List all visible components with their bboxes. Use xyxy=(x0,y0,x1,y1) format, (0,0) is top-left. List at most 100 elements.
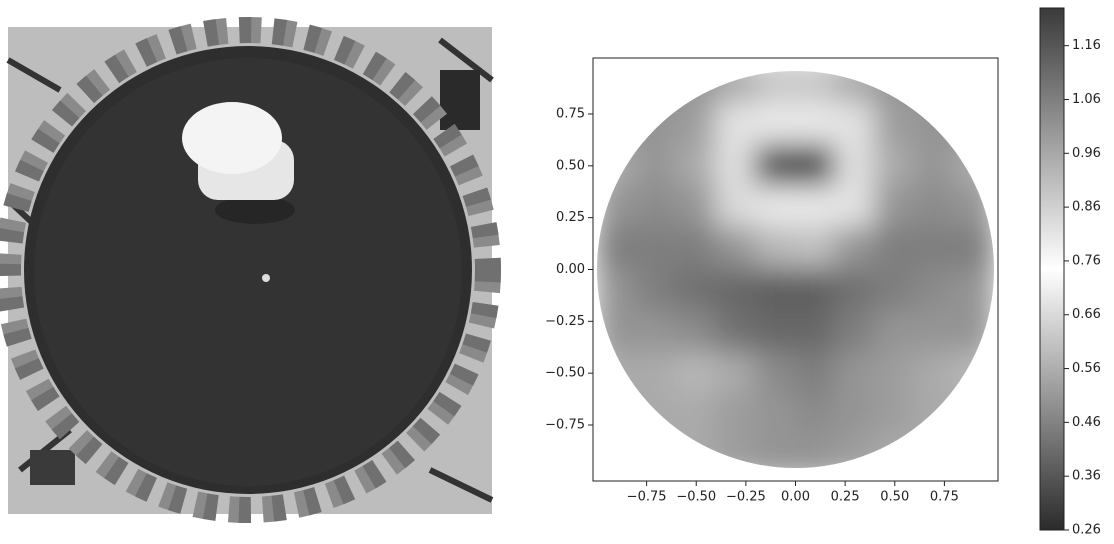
heatmap-cell xyxy=(635,227,678,271)
heatmap-cell xyxy=(754,268,797,312)
heatmap-cell xyxy=(596,351,638,395)
heatmap-cell xyxy=(635,185,678,230)
heatmap-cell xyxy=(953,268,995,312)
heatmap-cell xyxy=(754,185,797,230)
colorbar-tick-label: 0.56 xyxy=(1072,361,1101,376)
heatmap-cell xyxy=(754,351,797,395)
heatmap-cell xyxy=(794,185,837,230)
heatmap-cell xyxy=(913,144,956,188)
colorbar-tick-label: 0.86 xyxy=(1072,200,1101,215)
heatmap-cell xyxy=(675,102,718,147)
colorbar-tick-label: 0.46 xyxy=(1072,415,1101,430)
colorbar-tick-label: 1.16 xyxy=(1072,38,1101,53)
x-tick-label: 0.75 xyxy=(930,490,959,505)
heatmap-cell xyxy=(873,434,916,469)
heatmap-cell xyxy=(873,227,916,271)
heatmap-cell xyxy=(715,392,757,437)
colorbar-tick-label: 0.66 xyxy=(1072,307,1101,322)
heatmap-cell xyxy=(635,268,678,312)
heatmap-cell xyxy=(953,392,995,437)
heatmap-cell xyxy=(794,392,837,437)
heatmap-cell xyxy=(834,70,876,105)
heatmap-cell xyxy=(754,227,797,271)
heatmap-cell xyxy=(913,102,956,147)
heatmap-cell xyxy=(715,351,757,395)
heatmap-cell xyxy=(834,351,876,395)
y-tick-label: −0.25 xyxy=(545,314,585,329)
colorbar-tick-label: 1.06 xyxy=(1072,92,1101,107)
heatmap-cell xyxy=(675,392,718,437)
heatmap-cell xyxy=(596,392,638,437)
y-tick-label: 0.00 xyxy=(556,262,585,277)
heatmap-cell xyxy=(913,434,956,469)
heatmap-cell xyxy=(754,102,797,147)
heatmap-cell xyxy=(754,144,797,188)
heatmap-cell xyxy=(596,309,638,354)
heatmap-cell xyxy=(596,144,638,188)
heatmap-cell xyxy=(913,227,956,271)
heatmap-cell xyxy=(675,434,718,469)
heatmap-cell xyxy=(953,185,995,230)
colorbar-tick-label: 0.36 xyxy=(1072,469,1101,484)
heatmap-cell xyxy=(953,144,995,188)
heatmap-cell xyxy=(834,102,876,147)
heatmap-cell xyxy=(635,392,678,437)
photo xyxy=(0,17,501,523)
heatmap-cell xyxy=(834,268,876,312)
colorbar-tick-label: 0.76 xyxy=(1072,253,1101,268)
heatmap-cell xyxy=(754,70,797,105)
heatmap-cell xyxy=(913,70,956,105)
heatmap-cell xyxy=(953,227,995,271)
heatmap-cell xyxy=(715,70,757,105)
heatmap-cell xyxy=(794,434,837,469)
heatmap-cell xyxy=(913,309,956,354)
heatmap-cell xyxy=(635,309,678,354)
x-tick-label: 0.50 xyxy=(880,490,909,505)
heatmap-cell xyxy=(873,102,916,147)
colorbar-tick-label: 0.96 xyxy=(1072,146,1101,161)
heatmap-cell xyxy=(913,185,956,230)
heatmap-cell xyxy=(794,309,837,354)
heatmap-cell xyxy=(873,268,916,312)
heatmap-cell xyxy=(715,434,757,469)
heatmap-cell xyxy=(635,351,678,395)
heatmap-cell xyxy=(794,144,837,188)
heatmap-cell xyxy=(913,268,956,312)
heatmap-cell xyxy=(953,351,995,395)
heatmap-cell xyxy=(675,70,718,105)
heatmap-cell xyxy=(675,185,718,230)
x-tick-label: 0.00 xyxy=(781,490,810,505)
heatmap-cell xyxy=(834,185,876,230)
heatmap-cell xyxy=(675,309,718,354)
heatmap-cell xyxy=(675,351,718,395)
heatmap-cell xyxy=(675,144,718,188)
heatmap-cell xyxy=(635,102,678,147)
heatmap-cell xyxy=(794,70,837,105)
heatmap-cell xyxy=(873,309,916,354)
y-tick-label: −0.75 xyxy=(545,418,585,433)
x-tick-label: −0.50 xyxy=(676,490,716,505)
heatmap-cells xyxy=(596,70,995,469)
heatmap-plot xyxy=(596,70,995,469)
colorbar xyxy=(1039,7,1065,531)
heatmap-cell xyxy=(913,392,956,437)
heatmap-cell xyxy=(596,70,638,105)
heatmap-cell xyxy=(715,185,757,230)
heatmap-cell xyxy=(715,102,757,147)
heatmap-cell xyxy=(953,309,995,354)
heatmap-cell xyxy=(834,434,876,469)
heatmap-cell xyxy=(715,268,757,312)
y-tick-label: 0.75 xyxy=(556,106,585,121)
heatmap-cell xyxy=(635,144,678,188)
heatmap-cell xyxy=(635,70,678,105)
x-tick-label: 0.25 xyxy=(831,490,860,505)
heatmap-cell xyxy=(873,351,916,395)
heatmap-cell xyxy=(635,434,678,469)
heatmap-cell xyxy=(873,70,916,105)
heatmap-cell xyxy=(913,351,956,395)
heatmap-cell xyxy=(754,434,797,469)
heatmap-cell xyxy=(834,392,876,437)
heatmap-cell xyxy=(794,227,837,271)
heatmap-cell xyxy=(715,227,757,271)
